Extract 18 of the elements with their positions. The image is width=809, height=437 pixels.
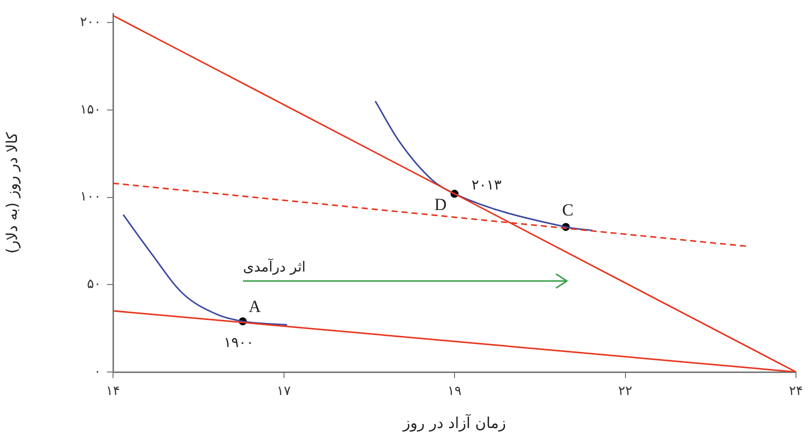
x-tick-label: ۱۷ <box>276 384 291 400</box>
annotation: اثر درآمدی <box>243 258 306 276</box>
annotation: ۲۰۱۳ <box>471 177 502 194</box>
x-tick-label: ۲۴ <box>789 384 804 400</box>
annotation: C <box>562 200 574 220</box>
annotation: ۱۹۰۰ <box>224 334 254 351</box>
y-tick-label: ۱۰۰ <box>80 190 101 205</box>
annotation: D <box>434 195 447 214</box>
y-tick-label: ۵۰ <box>87 277 101 292</box>
y-tick-label: ۱۵۰ <box>80 102 101 118</box>
y-axis-title: کالا در روز (به دلار) <box>2 131 21 254</box>
x-axis-title: زمان آزاد در روز <box>402 412 506 432</box>
y-tick-label: ۰ <box>94 364 101 380</box>
x-tick-label: ۱۴ <box>106 384 120 400</box>
x-tick-label: ۲۲ <box>618 384 632 400</box>
annotation: A <box>248 296 262 316</box>
x-tick-label: ۱۹ <box>448 384 462 400</box>
y-tick-label: ۲۰۰ <box>80 14 101 30</box>
